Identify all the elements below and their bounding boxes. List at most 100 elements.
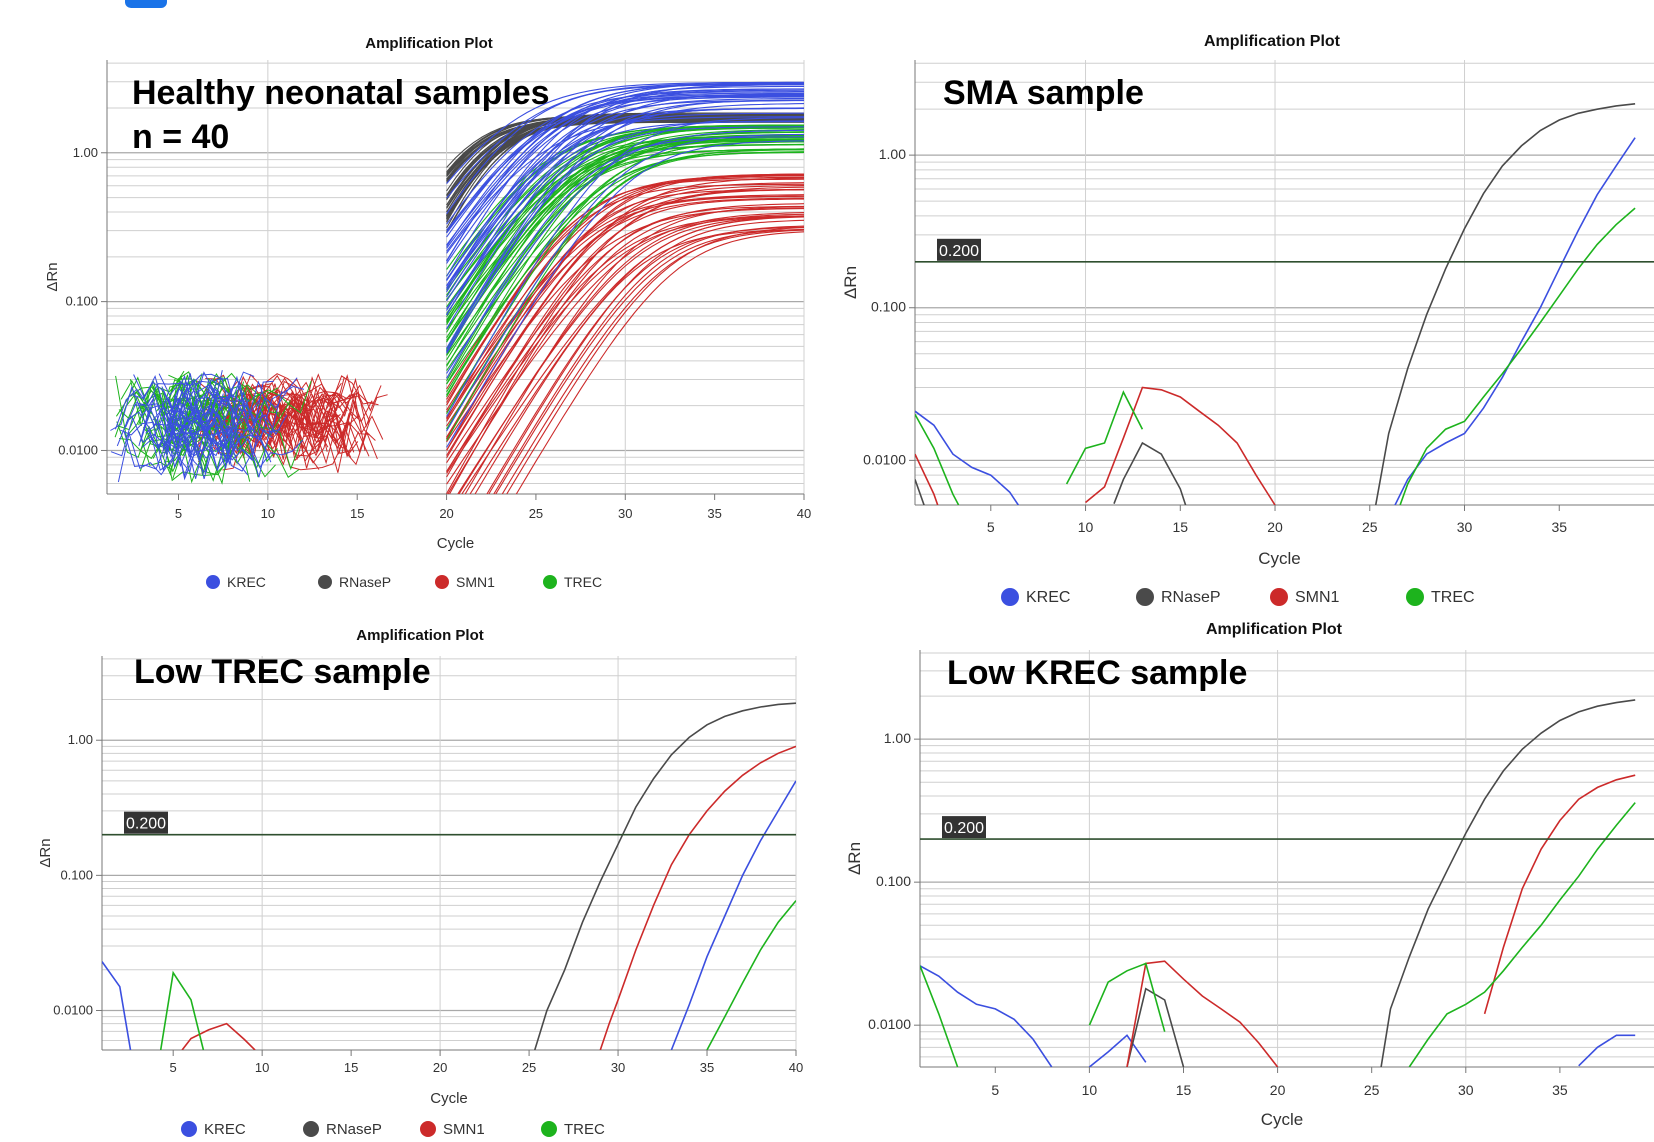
amplification-plot-1: Amplification Plot 5 10 15 20 25 30 35 40 0.0100 0… (44, 35, 811, 590)
x-axis-label: Cycle (437, 535, 475, 552)
x-tick-label: 40 (789, 1060, 803, 1075)
baseline-noise-krec (175, 405, 273, 465)
baseline-noise-krec (133, 383, 220, 442)
legend-marker-trec[interactable] (541, 1121, 557, 1137)
chart-title: Amplification Plot (356, 627, 484, 644)
series-line-trec (915, 414, 960, 505)
baseline-noise-krec (172, 396, 238, 440)
sample-curve-smn1 (506, 227, 804, 494)
sample-curve-trec (446, 138, 804, 351)
x-tick-label: 20 (1270, 1082, 1286, 1098)
sample-curve-smn1 (446, 194, 804, 440)
legend-marker-smn1[interactable] (420, 1121, 436, 1137)
series-line-smn1 (1084, 386, 1276, 505)
baseline-noise-trec (174, 402, 240, 448)
sample-curve-trec (446, 127, 804, 314)
y-tick-label: 0.100 (876, 873, 911, 889)
y-axis-label: ΔRn (845, 842, 864, 875)
x-tick-label: 5 (170, 1060, 177, 1075)
sample-curve-smn1 (447, 207, 804, 494)
sample-curve-krec (446, 121, 804, 315)
series-line-trec (1088, 962, 1166, 1032)
y-tick-label: 0.100 (871, 299, 906, 315)
y-tick-label: 1.00 (73, 145, 98, 160)
legend-marker-trec[interactable] (543, 575, 557, 589)
x-axis-label: Cycle (1258, 549, 1301, 568)
sample-curve-smn1 (448, 205, 804, 494)
amplification-plot-2: Amplification Plot 5 10 15 20 25 30 35 0.0100 0.1… (841, 33, 1654, 606)
x-tick-label: 30 (618, 506, 632, 521)
sample-curve-krec (446, 81, 804, 184)
x-tick-label: 30 (1457, 519, 1473, 535)
x-tick-label: 5 (991, 1082, 999, 1098)
threshold-label-bg (937, 238, 981, 261)
x-tick-label: 20 (1267, 519, 1283, 535)
legend-marker-krec[interactable] (1001, 588, 1019, 606)
legend-marker-rnasep[interactable] (1136, 588, 1154, 606)
sample-curve-krec (446, 97, 804, 302)
threshold-label: 0.200 (939, 243, 979, 260)
baseline-noise-krec (125, 371, 255, 428)
x-tick-label: 25 (522, 1060, 536, 1075)
chart-title: Amplification Plot (1204, 33, 1341, 50)
series-line-trec (706, 900, 796, 1050)
sample-curve-krec (446, 117, 804, 417)
baseline-noise-krec (172, 425, 249, 476)
baseline-noise-krec (171, 371, 237, 418)
sample-curve-krec (446, 136, 804, 379)
sample-curve-smn1 (446, 183, 804, 403)
legend-marker-smn1[interactable] (435, 575, 449, 589)
legend-marker-krec[interactable] (206, 575, 220, 589)
sample-curve-trec (446, 151, 804, 441)
legend-label-trec: TREC (564, 574, 602, 590)
x-tick-label: 25 (1362, 519, 1378, 535)
x-tick-label: 10 (261, 506, 275, 521)
y-tick-label: 0.0100 (868, 1016, 911, 1032)
corner-logo-mark (125, 0, 167, 8)
sample-curve-smn1 (446, 197, 804, 427)
baseline-noise-krec (145, 408, 275, 472)
series-line-trec (1399, 207, 1636, 505)
x-tick-label: 35 (700, 1060, 714, 1075)
legend-marker-trec[interactable] (1406, 588, 1424, 606)
baseline-noise-krec (131, 380, 261, 422)
sample-curve-smn1 (515, 231, 804, 494)
x-tick-label: 15 (344, 1060, 358, 1075)
sample-curve-krec (446, 112, 804, 286)
threshold-label: 0.200 (126, 816, 166, 833)
x-axis-label: Cycle (430, 1090, 468, 1107)
panel-annotation: Low KREC sample (947, 654, 1247, 692)
sample-curve-smn1 (446, 182, 804, 413)
legend-label-smn1: SMN1 (443, 1121, 485, 1138)
series-line-rnasep (1126, 987, 1185, 1067)
sample-curve-smn1 (501, 229, 804, 494)
series-line-trec (920, 965, 959, 1067)
sample-curve-krec (446, 92, 804, 277)
sample-curve-krec (446, 100, 804, 349)
legend-marker-smn1[interactable] (1270, 588, 1288, 606)
baseline-noise-smn1 (200, 417, 352, 461)
x-tick-label: 15 (350, 506, 364, 521)
x-tick-label: 15 (1172, 519, 1188, 535)
series-line-smn1 (1126, 960, 1279, 1067)
x-tick-label: 10 (1078, 519, 1094, 535)
y-tick-label: 1.00 (884, 730, 911, 746)
chart-title: Amplification Plot (365, 35, 493, 52)
series-line-krec (1088, 1034, 1147, 1067)
legend-marker-rnasep[interactable] (303, 1121, 319, 1137)
sample-curve-rnasep (446, 114, 804, 200)
x-tick-label: 35 (1552, 1082, 1568, 1098)
sample-curve-smn1 (474, 229, 804, 494)
sample-curve-krec (446, 95, 804, 233)
baseline-noise-krec (162, 422, 304, 479)
x-tick-label: 20 (433, 1060, 447, 1075)
legend: KREC RNaseP SMN1 TREC (1001, 588, 1475, 606)
legend-marker-krec[interactable] (181, 1121, 197, 1137)
baseline-noise-krec (161, 375, 270, 423)
series-line-smn1 (599, 745, 796, 1050)
baseline-noise-trec (139, 426, 237, 482)
sample-curve-smn1 (446, 173, 804, 411)
legend-marker-rnasep[interactable] (318, 575, 332, 589)
series-line-smn1 (181, 1022, 256, 1050)
